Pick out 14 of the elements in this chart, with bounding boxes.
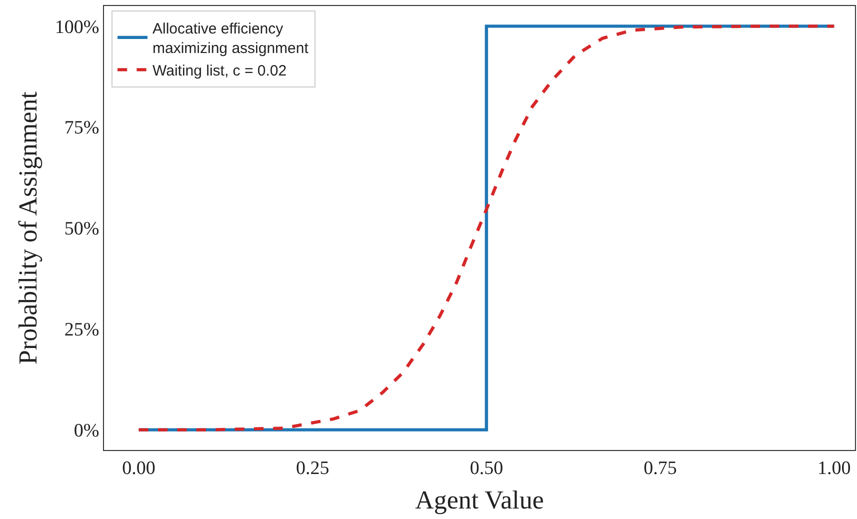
y-tick-label: 100% [54, 16, 100, 38]
x-tick-label: 0.25 [296, 458, 330, 479]
legend-label: Waiting list, c = 0.02 [152, 62, 287, 80]
x-tick-label: 0.75 [644, 458, 677, 479]
y-tick-label: 0% [74, 420, 100, 442]
x-tick-label: 0.50 [470, 458, 504, 479]
x-tick-label: 0.00 [122, 458, 156, 479]
y-axis-title: Probability of Assignment [13, 90, 42, 364]
x-tick-label: 1.00 [818, 458, 851, 479]
y-tick-label: 75% [64, 118, 100, 139]
y-tick-label: 25% [64, 320, 100, 341]
legend-label: Allocative efficiency maximizing assignment [152, 20, 310, 58]
y-tick-label: 50% [64, 218, 100, 240]
x-axis-title: Agent Value [415, 486, 544, 514]
